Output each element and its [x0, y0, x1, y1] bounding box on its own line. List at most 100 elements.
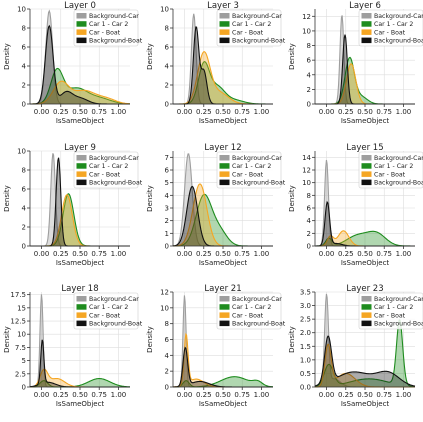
subplot-title: Layer 9 — [64, 143, 96, 153]
y-tick-label: 10 — [302, 27, 311, 35]
y-tick-label: 8 — [307, 192, 311, 200]
legend-swatch — [219, 163, 230, 169]
legend-swatch — [361, 163, 372, 169]
density-area-background-boat — [173, 186, 273, 246]
x-tick-label: 0.50 — [72, 391, 88, 399]
legend-swatch — [76, 21, 87, 27]
y-tick-label: 8 — [22, 25, 26, 33]
x-tick-label: 0.50 — [215, 250, 231, 258]
density-area-car-boat — [173, 183, 273, 246]
density-area-car-boat — [30, 369, 130, 387]
legend-label: Car - Boat — [232, 29, 264, 36]
y-tick-label: 10 — [302, 179, 311, 187]
legend-label: Car 1 - Car 2 — [374, 304, 413, 311]
x-tick-label: 0.75 — [91, 391, 107, 399]
x-tick-label: 0.75 — [234, 391, 250, 399]
y-tick-label: 3 — [165, 205, 169, 213]
x-tick-label: 0.75 — [234, 250, 250, 258]
y-tick-label: 8 — [165, 25, 169, 33]
y-tick-label: 2 — [307, 86, 311, 94]
subplot-title: Layer 15 — [346, 143, 383, 153]
legend-swatch — [219, 155, 230, 161]
density-area-car-1-car-2 — [173, 194, 273, 246]
y-tick-label: 14 — [302, 154, 311, 162]
legend-label: Car 1 - Car 2 — [232, 163, 271, 170]
y-tick-label: 1.0 — [300, 356, 311, 364]
subplot-title: Layer 3 — [207, 1, 239, 11]
legend-swatch — [361, 296, 372, 302]
density-line-car-1-car-2 — [173, 376, 274, 388]
density-area-background-car — [173, 153, 273, 246]
y-tick-label: 6 — [22, 44, 27, 52]
x-tick-label: 0.75 — [234, 108, 250, 116]
legend-swatch — [361, 155, 372, 161]
subplot-title: Layer 23 — [346, 284, 383, 294]
legend-label: Background-Boat — [232, 38, 286, 45]
legend-label: Background-Boat — [232, 321, 286, 328]
legend-box — [73, 9, 139, 47]
x-axis-label: IsSameObject — [56, 259, 105, 267]
density-area-background-boat — [30, 339, 130, 387]
y-tick-label: 2.0 — [300, 329, 311, 337]
legend-label: Background-Boat — [89, 38, 143, 45]
density-area-background-boat — [315, 202, 415, 246]
y-axis-label: Density — [146, 43, 154, 70]
density-area-background-car — [173, 295, 273, 387]
y-tick-label: 1.5 — [300, 343, 311, 351]
y-tick-label: 0.5 — [300, 370, 311, 378]
legend-swatch — [219, 320, 230, 327]
x-tick-label: 1.00 — [254, 108, 270, 116]
legend-swatch — [76, 320, 87, 327]
y-tick-label: 4 — [165, 352, 170, 360]
legend-label: Background-Car — [232, 155, 282, 162]
legend-label: Background-Boat — [374, 180, 423, 187]
x-axis-label: IsSameObject — [199, 117, 248, 125]
subplot-5: 0.00 0.25 0.50 0.75 1.00 0 1 2 3 4 5 6 7 Layer 12 IsSa… — [146, 143, 286, 267]
legend-label: Car 1 - Car 2 — [232, 21, 271, 28]
y-tick-label: 8 — [22, 167, 26, 175]
y-tick-label: 0 — [307, 243, 311, 251]
legend-label: Car 1 - Car 2 — [232, 304, 271, 311]
legend-swatch — [219, 13, 230, 19]
subplot-title: Layer 0 — [64, 1, 96, 11]
density-area-background-boat — [315, 336, 415, 387]
density-area-background-car — [315, 160, 415, 246]
legend-swatch — [361, 21, 372, 27]
x-tick-label: 0.00 — [34, 108, 50, 116]
legend-swatch — [361, 13, 372, 19]
y-tick-label: 7 — [165, 154, 169, 162]
x-axis-label: IsSameObject — [199, 400, 248, 408]
legend-label: Background-Boat — [232, 180, 286, 187]
legend-label: Car - Boat — [374, 29, 406, 36]
legend-label: Car 1 - Car 2 — [89, 21, 128, 28]
legend-swatch — [361, 29, 372, 35]
y-axis-label: Density — [3, 43, 11, 70]
subplot-title: Layer 6 — [349, 1, 381, 11]
y-tick-label: 0 — [165, 243, 169, 251]
x-tick-label: 0.25 — [338, 108, 354, 116]
density-area-car-1-car-2 — [173, 61, 273, 104]
y-tick-label: 6 — [165, 336, 170, 344]
x-tick-label: 1.00 — [111, 391, 127, 399]
y-tick-label: 2 — [22, 224, 26, 232]
density-area-background-boat — [30, 25, 130, 105]
density-area-car-boat — [173, 334, 273, 387]
subplot-2: 0.00 0.25 0.50 0.75 1.00 0 2 4 6 8 10 Layer 3 IsSame… — [146, 1, 286, 125]
x-tick-label: 0.00 — [319, 250, 335, 258]
legend-swatch — [76, 155, 87, 161]
y-tick-label: 0 — [22, 243, 26, 251]
legend-swatch — [76, 171, 87, 177]
density-area-background-boat — [173, 347, 273, 387]
legend-label: Car - Boat — [374, 171, 406, 178]
y-tick-label: 6 — [307, 57, 312, 65]
y-axis-label: Density — [288, 185, 296, 212]
x-tick-label: 0.25 — [338, 391, 354, 399]
y-tick-label: 2 — [165, 82, 169, 90]
legend-swatch — [361, 320, 372, 327]
legend-label: Car - Boat — [374, 312, 406, 319]
density-line-car-boat — [30, 80, 131, 105]
